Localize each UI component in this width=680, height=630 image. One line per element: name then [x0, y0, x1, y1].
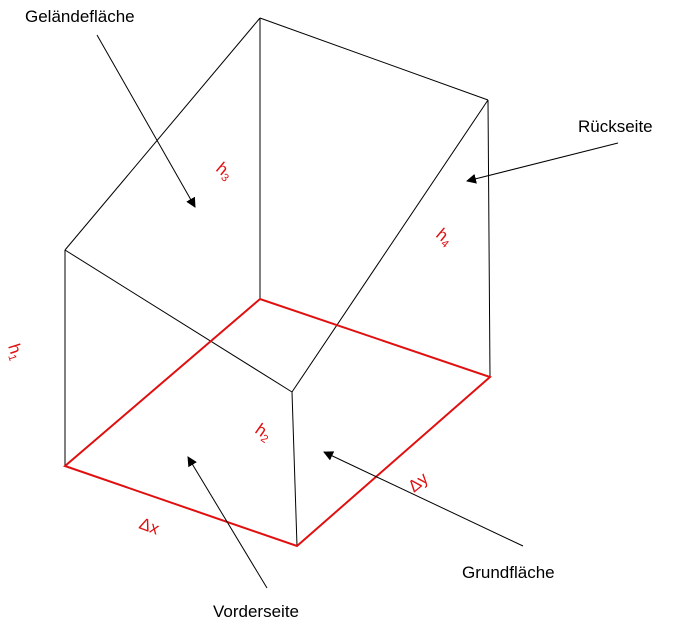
- label-h4: h4: [431, 225, 456, 251]
- label-h2: h2: [251, 420, 276, 446]
- arrow-gelaendeflaeche: [96, 34, 196, 208]
- arrow-rueckseite: [466, 142, 619, 184]
- outline-edges: [64, 17, 491, 547]
- label-rueckseite: Rückseite: [578, 117, 653, 136]
- edge-top-left: [64, 17, 261, 251]
- label-h3: h3: [211, 159, 236, 185]
- label-h1: h1: [2, 341, 27, 362]
- label-vorderseite: Vorderseite: [213, 602, 299, 621]
- label-grundflaeche: Grundfläche: [462, 563, 555, 582]
- pointer-arrows: [96, 34, 619, 589]
- label-dx: Δx: [137, 514, 163, 539]
- label-gelaendeflaeche: Geländefläche: [25, 7, 135, 26]
- arrow-vorderseite: [187, 456, 268, 589]
- edge-vertical-h2: [291, 391, 298, 547]
- base-rectangle: [63, 297, 492, 548]
- arrow-grundflaeche: [323, 451, 524, 547]
- edge-top-front: [64, 249, 293, 393]
- edge-top-right: [291, 99, 489, 393]
- edge-vertical-h4: [487, 99, 491, 378]
- edge-top-back: [259, 17, 489, 101]
